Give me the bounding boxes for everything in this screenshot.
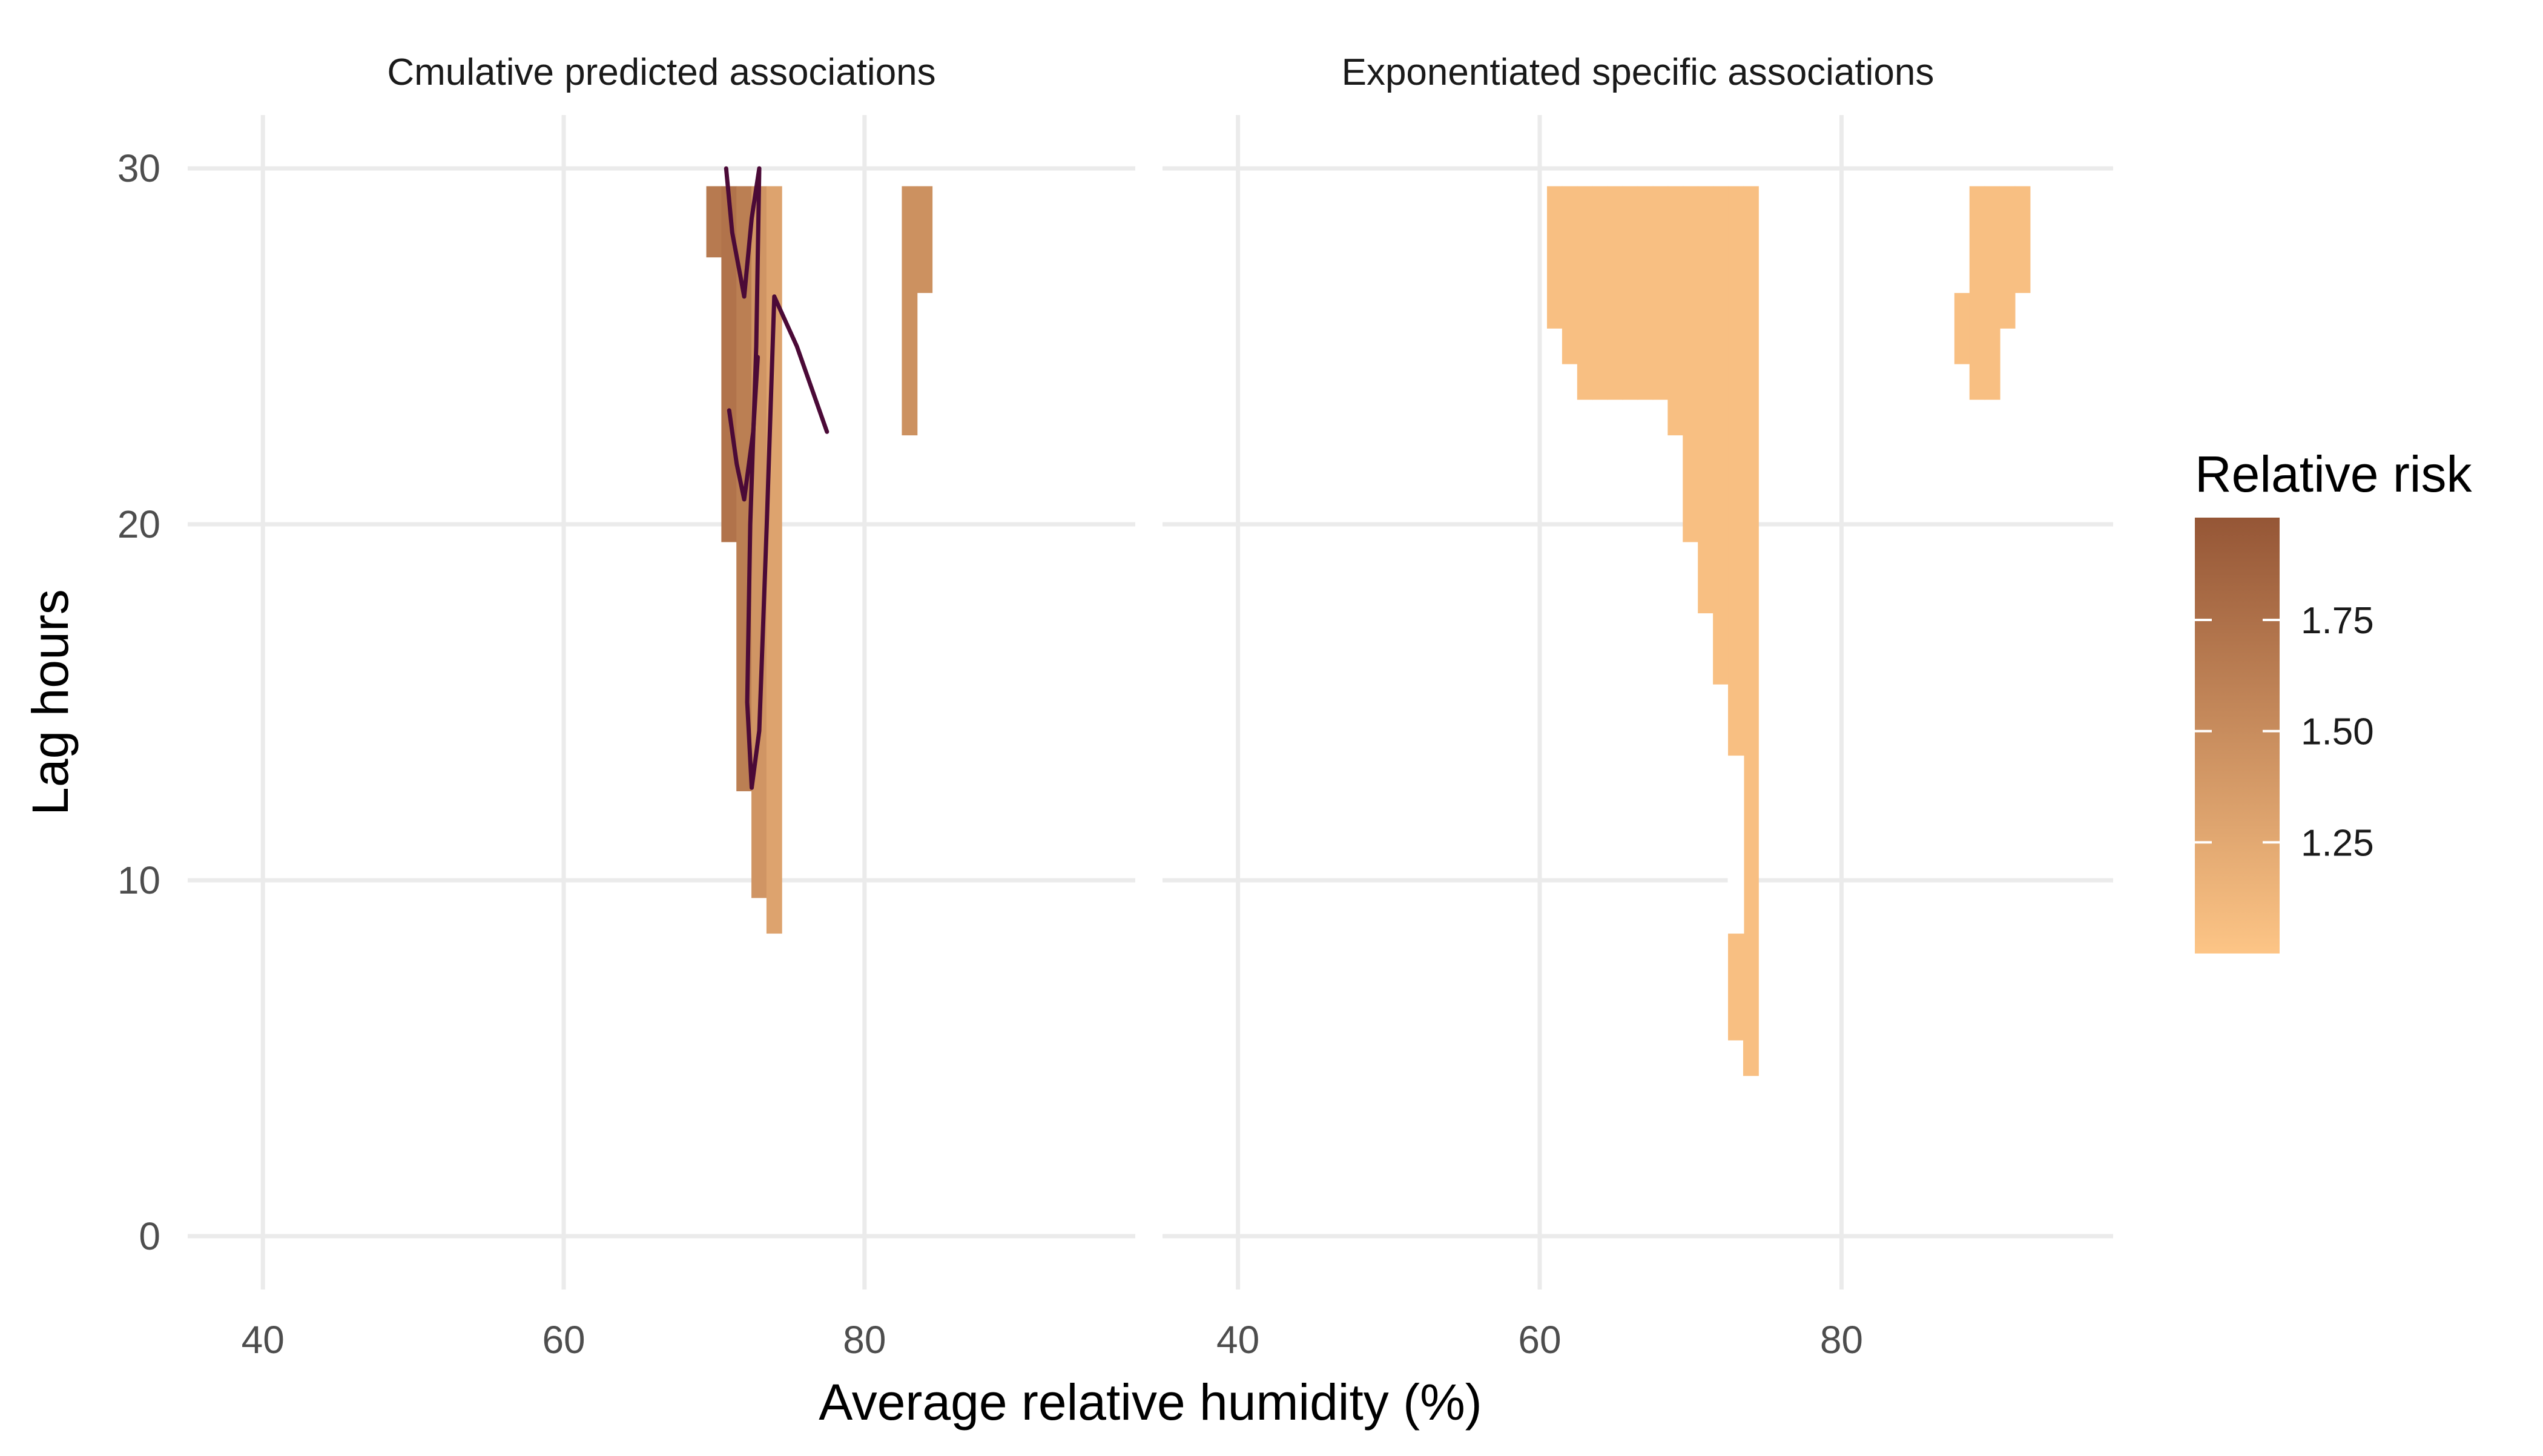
heatmap-column-x64 xyxy=(1592,186,1608,400)
contour-line-1 xyxy=(745,166,762,790)
contour-lines xyxy=(724,166,830,790)
heatmap-column-x71 xyxy=(1698,186,1714,614)
legend-ticks: 1.25 1.50 1.75 xyxy=(2195,600,2374,864)
grid-lines xyxy=(188,115,1135,1290)
y-tick-label-30: 30 xyxy=(117,147,160,190)
heatmap-column-x88 xyxy=(1954,292,1970,364)
heatmap-column-x65 xyxy=(1607,186,1623,400)
heatmap-column-x90 xyxy=(1984,186,2000,400)
y-axis-ticks: 0 10 20 30 xyxy=(117,147,160,1258)
heatmap-tiles xyxy=(706,186,933,934)
heatmap-column-x61 xyxy=(1546,186,1563,329)
heatmap-column-x70 xyxy=(1683,186,1699,542)
x-tick-label-p0-60: 60 xyxy=(542,1318,585,1362)
legend-tick-label-1: 1.50 xyxy=(2301,711,2374,753)
heatmap-column-x92 xyxy=(2014,186,2031,293)
x-tick-label-p0-80: 80 xyxy=(843,1318,886,1362)
heatmap-column-x63 xyxy=(1577,186,1593,400)
panel-cumulative: Cmulative predicted associations xyxy=(188,51,1135,1290)
heatmap-column-x89 xyxy=(1969,186,1985,400)
heatmap-column-x62 xyxy=(1562,186,1578,364)
heatmap-column-x72 xyxy=(1713,186,1729,685)
panel-specific: Exponentiated specific associations xyxy=(1163,51,2113,1290)
x-tick-label-p1-80: 80 xyxy=(1820,1318,1863,1362)
heatmap-tiles xyxy=(1546,186,2031,1076)
y-tick-label-20: 20 xyxy=(117,502,160,546)
x-axis-ticks: 40 60 80 40 60 80 xyxy=(242,1318,1863,1362)
x-axis-title: Average relative humidity (%) xyxy=(819,1374,1482,1431)
y-axis-title: Lag hours xyxy=(22,589,79,815)
heatmap-column-x91 xyxy=(1999,186,2016,329)
color-legend: Relative risk 1.25 1.50 1.75 xyxy=(2195,446,2472,954)
legend-colorbar xyxy=(2195,518,2280,954)
heatmap-column-x69 xyxy=(1667,186,1684,436)
heatmap-gap-x73 xyxy=(1727,756,1744,934)
x-tick-label-p1-40: 40 xyxy=(1216,1318,1259,1362)
heatmap-column-x84 xyxy=(917,186,933,293)
y-tick-label-10: 10 xyxy=(117,858,160,902)
y-tick-label-0: 0 xyxy=(139,1214,160,1258)
heatmap-column-x68 xyxy=(1652,186,1669,400)
contour-line-0 xyxy=(724,166,762,299)
legend-tick-label-0: 1.25 xyxy=(2301,822,2374,864)
heatmap-column-x83 xyxy=(902,186,918,436)
legend-tick-label-2: 1.75 xyxy=(2301,600,2374,642)
heatmap-column-x70 xyxy=(706,186,722,258)
x-tick-label-p1-60: 60 xyxy=(1518,1318,1561,1362)
grid-lines xyxy=(1163,115,2113,1290)
heatmap-column-x74 xyxy=(1743,186,1759,1076)
heatmap-column-x67 xyxy=(1637,186,1654,400)
legend-title: Relative risk xyxy=(2195,446,2472,502)
panel-title-cumulative: Cmulative predicted associations xyxy=(387,51,935,93)
contour-line-2 xyxy=(727,355,760,502)
x-tick-label-p0-40: 40 xyxy=(242,1318,285,1362)
heatmap-column-x66 xyxy=(1622,186,1638,400)
panel-title-specific: Exponentiated specific associations xyxy=(1342,51,1934,93)
contour-line-3 xyxy=(750,294,830,790)
